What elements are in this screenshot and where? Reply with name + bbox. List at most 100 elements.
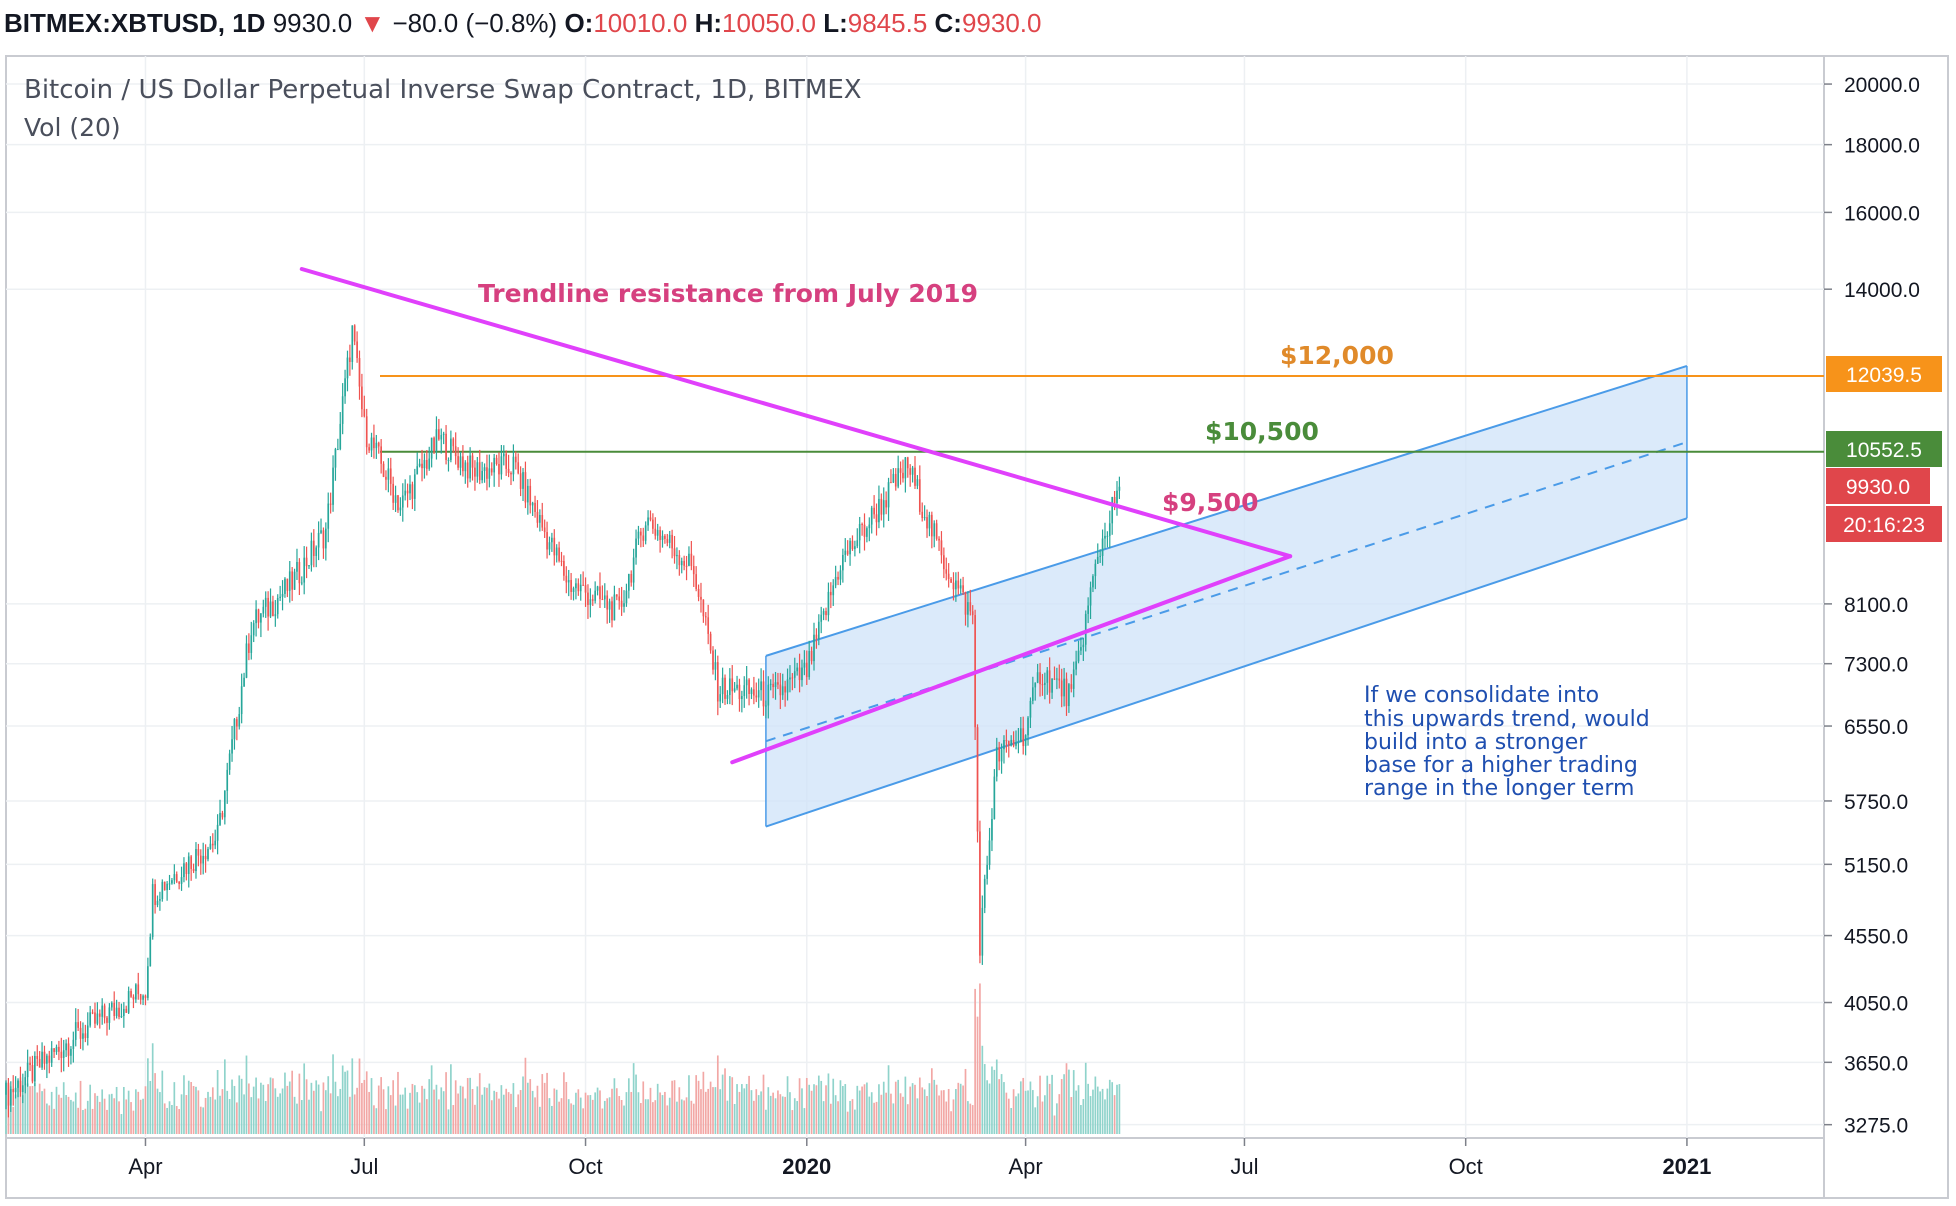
- volume-bar: [894, 1081, 897, 1134]
- volume-bar: [281, 1088, 284, 1134]
- volume-bar: [260, 1082, 262, 1134]
- volume-bar: [21, 1095, 24, 1134]
- volume-bar: [793, 1098, 796, 1134]
- volume-bar: [522, 1076, 524, 1134]
- volume-bar: [1101, 1088, 1104, 1134]
- volume-bar: [171, 1105, 173, 1134]
- candle-body: [784, 686, 786, 693]
- candle-body: [288, 571, 291, 591]
- candle-body: [890, 482, 892, 484]
- candle-body: [591, 599, 594, 601]
- candle-body: [842, 554, 844, 571]
- candle-body: [822, 611, 825, 615]
- candle-body: [132, 996, 135, 1000]
- volume-bar: [868, 1096, 871, 1134]
- candle-body: [546, 532, 548, 550]
- candle-body: [312, 540, 315, 556]
- candle-body: [332, 467, 334, 505]
- candle-body: [1096, 556, 1099, 564]
- volume-bar: [274, 1088, 277, 1134]
- volume-bar: [452, 1105, 455, 1134]
- candle-body: [572, 588, 575, 592]
- candle-body: [945, 569, 948, 574]
- volume-bar: [1051, 1074, 1053, 1134]
- candle-body: [868, 524, 871, 529]
- volume-bar: [327, 1076, 330, 1134]
- trendline-label[interactable]: Trendline resistance from July 2019: [478, 279, 978, 308]
- y-tick-label: 7300.0: [1844, 654, 1908, 677]
- time-axis[interactable]: Apr Jul Oct 2020 Apr Jul Oct 2021: [128, 1138, 1711, 1179]
- level-12000-label[interactable]: $12,000: [1280, 341, 1394, 370]
- candle-body: [510, 472, 512, 475]
- volume-bar: [151, 1043, 154, 1134]
- volume-bar: [122, 1086, 125, 1134]
- volume-bar: [505, 1088, 508, 1134]
- candle-body: [168, 883, 171, 885]
- volume-bar: [625, 1092, 628, 1134]
- volume-bar: [534, 1097, 536, 1134]
- countdown-tag: 20:16:23: [1826, 506, 1942, 542]
- candle-body: [401, 495, 404, 508]
- close-label: C:: [934, 8, 962, 38]
- candle-body: [120, 1016, 123, 1018]
- volume-bar: [89, 1084, 92, 1134]
- note-text[interactable]: If we consolidate into this upwards tren…: [1364, 683, 1650, 801]
- volume-bar: [916, 1098, 919, 1134]
- volume-bar: [303, 1063, 306, 1134]
- candle-body: [197, 849, 200, 856]
- volume-bar: [767, 1087, 770, 1134]
- volume-bar: [803, 1108, 806, 1134]
- volume-bar: [998, 1079, 1001, 1134]
- candle-body: [1007, 741, 1010, 746]
- candle-body: [34, 1055, 36, 1082]
- candle-body: [199, 855, 202, 864]
- volume-bar: [524, 1057, 527, 1134]
- volume-bar: [517, 1094, 520, 1134]
- candle-body: [914, 467, 916, 486]
- x-tick-label: Oct: [1449, 1154, 1483, 1179]
- candle-body: [334, 449, 337, 468]
- volume-bar: [79, 1080, 82, 1134]
- volume-bar: [555, 1089, 558, 1134]
- candle-body: [214, 840, 217, 846]
- candle-body: [387, 468, 390, 480]
- candle-body: [873, 507, 875, 515]
- level-9500-label[interactable]: $9,500: [1162, 488, 1258, 517]
- volume-bar: [329, 1093, 332, 1134]
- candle-body: [950, 578, 952, 583]
- volume-bar: [890, 1093, 892, 1134]
- symbol-label[interactable]: BITMEX:XBTUSD, 1D: [4, 8, 266, 38]
- candle-body: [151, 884, 154, 937]
- candle-body: [793, 671, 796, 678]
- volume-bar: [175, 1106, 178, 1134]
- candle-body: [1053, 678, 1056, 680]
- horizontal-levels[interactable]: [380, 374, 1824, 453]
- candle-body: [1087, 605, 1089, 614]
- volume-bar: [267, 1084, 269, 1134]
- volume-bar: [837, 1101, 839, 1134]
- candle-body: [1092, 576, 1094, 588]
- regression-channel[interactable]: [765, 365, 1688, 828]
- candle-body: [204, 855, 207, 860]
- volume-bar: [125, 1099, 128, 1134]
- candle-body: [796, 667, 799, 672]
- candle-body: [48, 1055, 51, 1063]
- volume-bar: [43, 1088, 46, 1134]
- candle-body: [618, 596, 621, 601]
- price-tag-last: 9930.0: [1826, 468, 1930, 504]
- price-axis[interactable]: 20000.0 18000.0 16000.0 14000.0 8100.0 7300.0…: [1824, 74, 1920, 1138]
- volume-bar: [1012, 1089, 1015, 1134]
- volume-bar: [409, 1092, 411, 1134]
- candle-body: [1080, 647, 1082, 651]
- candle-body: [709, 633, 712, 651]
- level-10500-label[interactable]: $10,500: [1205, 417, 1319, 446]
- candle-body: [135, 984, 137, 1000]
- volume-bar: [233, 1085, 236, 1134]
- candle-body: [923, 517, 926, 519]
- volume-bar: [911, 1083, 914, 1134]
- candle-body: [1099, 555, 1102, 557]
- candle-body: [421, 463, 423, 469]
- volume-bar: [582, 1108, 584, 1134]
- trendlines[interactable]: [299, 267, 1293, 765]
